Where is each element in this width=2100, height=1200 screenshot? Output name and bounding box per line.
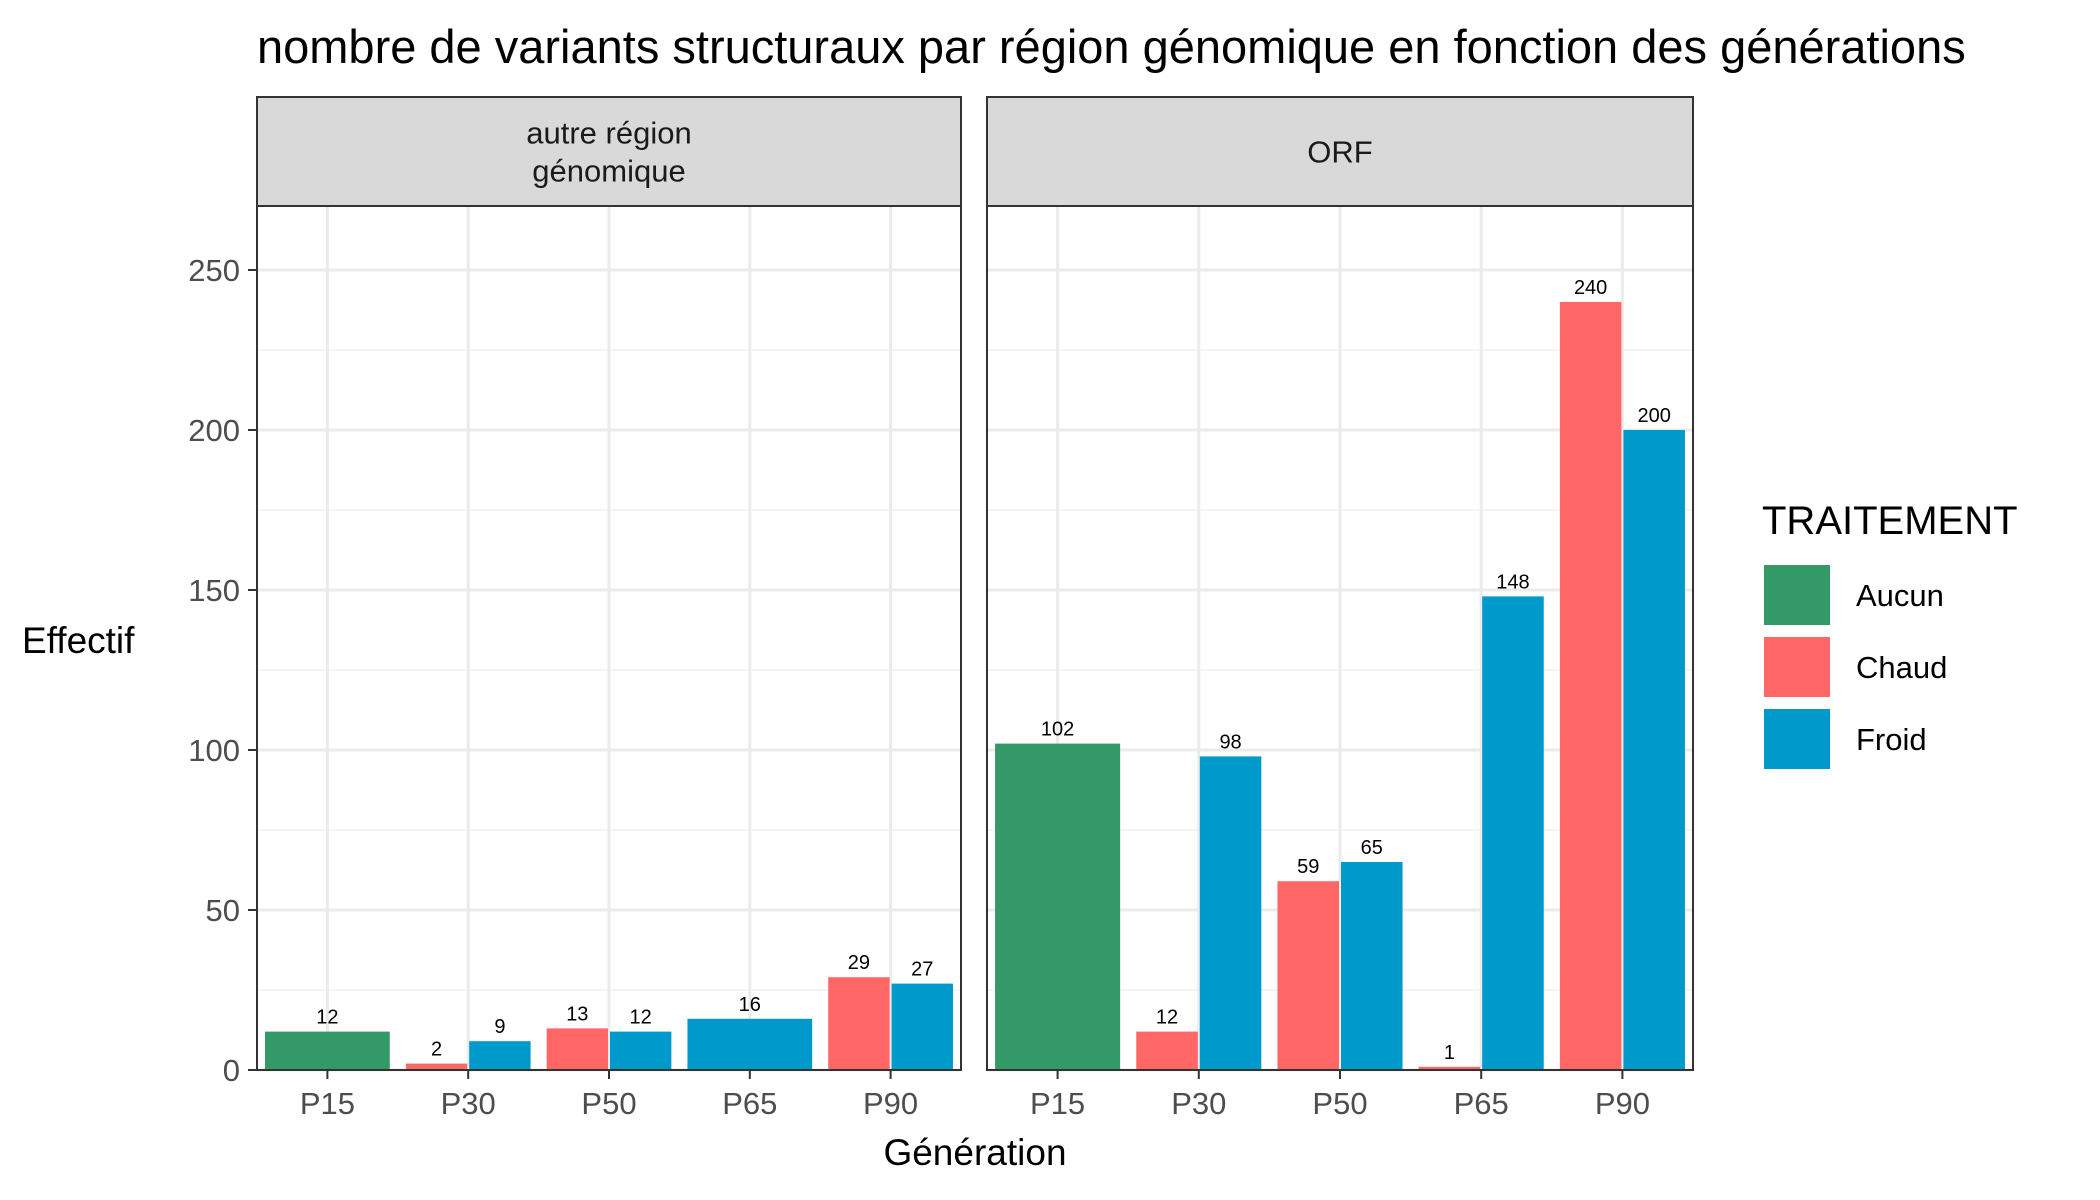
x-tick-label: P50 bbox=[1312, 1086, 1367, 1121]
facet-strip-label: génomique bbox=[532, 154, 685, 189]
bar-p90-chaud bbox=[828, 977, 890, 1070]
bar-p90-chaud bbox=[1559, 302, 1622, 1070]
x-tick-label: P50 bbox=[581, 1086, 636, 1121]
y-tick-label: 100 bbox=[188, 733, 240, 768]
legend: TRAITEMENT Aucun Chaud Froid bbox=[1762, 499, 2018, 769]
y-tick-label: 0 bbox=[223, 1053, 240, 1088]
facet-panel: 102 12 98 59 65 1 148 240 200 ORF P15 P30 P50 P65 P90 bbox=[986, 96, 1694, 1121]
bar-value-label: 148 bbox=[1496, 571, 1529, 593]
bar-p65-froid bbox=[687, 1018, 813, 1070]
legend-key-froid bbox=[1764, 709, 1830, 769]
x-tick-label: P90 bbox=[1595, 1086, 1650, 1121]
bar-value-label: 12 bbox=[316, 1007, 338, 1029]
bar-value-label: 29 bbox=[848, 952, 870, 974]
legend-key-aucun bbox=[1764, 565, 1830, 625]
x-tick-label: P15 bbox=[300, 1086, 355, 1121]
bar-p30-chaud bbox=[405, 1063, 468, 1070]
bar-p15-aucun bbox=[995, 743, 1121, 1070]
y-tick-label: 50 bbox=[206, 893, 240, 928]
y-tick-label: 150 bbox=[188, 573, 240, 608]
bar-p30-froid bbox=[469, 1041, 531, 1070]
legend-label-froid: Froid bbox=[1856, 722, 1927, 757]
facet-strip-label: ORF bbox=[1307, 135, 1372, 170]
bar-value-label: 9 bbox=[494, 1016, 505, 1038]
legend-label-aucun: Aucun bbox=[1856, 578, 1944, 613]
x-tick-label: P30 bbox=[441, 1086, 496, 1121]
y-tick-label: 250 bbox=[188, 253, 240, 288]
facet-strip-label: autre région bbox=[526, 116, 691, 151]
x-tick-label: P30 bbox=[1171, 1086, 1226, 1121]
bar-p50-froid bbox=[610, 1031, 672, 1070]
x-tick-label: P15 bbox=[1030, 1086, 1085, 1121]
bar-value-label: 12 bbox=[1156, 1007, 1178, 1029]
bar-value-label: 240 bbox=[1574, 277, 1607, 299]
bar-p65-chaud bbox=[1418, 1066, 1481, 1070]
legend-title: TRAITEMENT bbox=[1762, 499, 2018, 543]
bar-value-label: 65 bbox=[1361, 837, 1383, 859]
bar-p50-chaud bbox=[1277, 881, 1339, 1070]
bar-value-label: 13 bbox=[566, 1003, 588, 1025]
facet-strip bbox=[256, 96, 962, 207]
x-tick-label: P90 bbox=[863, 1086, 918, 1121]
bar-p90-froid bbox=[1623, 430, 1685, 1070]
x-tick-label: P65 bbox=[1454, 1086, 1509, 1121]
bar-p15-aucun bbox=[265, 1031, 390, 1070]
bar-value-label: 2 bbox=[431, 1039, 442, 1061]
y-axis-title: Effectif bbox=[22, 620, 135, 661]
bar-value-label: 27 bbox=[911, 959, 933, 981]
bar-value-label: 12 bbox=[630, 1007, 652, 1029]
legend-label-chaud: Chaud bbox=[1856, 650, 1947, 685]
bar-p90-froid bbox=[891, 983, 953, 1070]
x-tick-label: P65 bbox=[722, 1086, 777, 1121]
bar-value-label: 98 bbox=[1219, 731, 1241, 753]
bar-value-label: 16 bbox=[739, 994, 761, 1016]
x-axis-title: Génération bbox=[883, 1132, 1066, 1173]
bar-value-label: 1 bbox=[1444, 1042, 1455, 1064]
bar-value-label: 200 bbox=[1637, 405, 1670, 427]
legend-key-chaud bbox=[1764, 637, 1830, 697]
chart-title: nombre de variants structuraux par régio… bbox=[257, 20, 1966, 73]
facet-strip bbox=[986, 96, 1694, 207]
bar-p30-froid bbox=[1199, 756, 1262, 1070]
bar-value-label: 59 bbox=[1297, 856, 1319, 878]
y-tick-label: 200 bbox=[188, 413, 240, 448]
bar-p30-chaud bbox=[1136, 1031, 1198, 1070]
bar-p65-froid bbox=[1482, 596, 1544, 1070]
bar-value-label: 102 bbox=[1041, 719, 1074, 741]
bar-p50-froid bbox=[1341, 862, 1403, 1070]
bar-p50-chaud bbox=[546, 1028, 608, 1070]
